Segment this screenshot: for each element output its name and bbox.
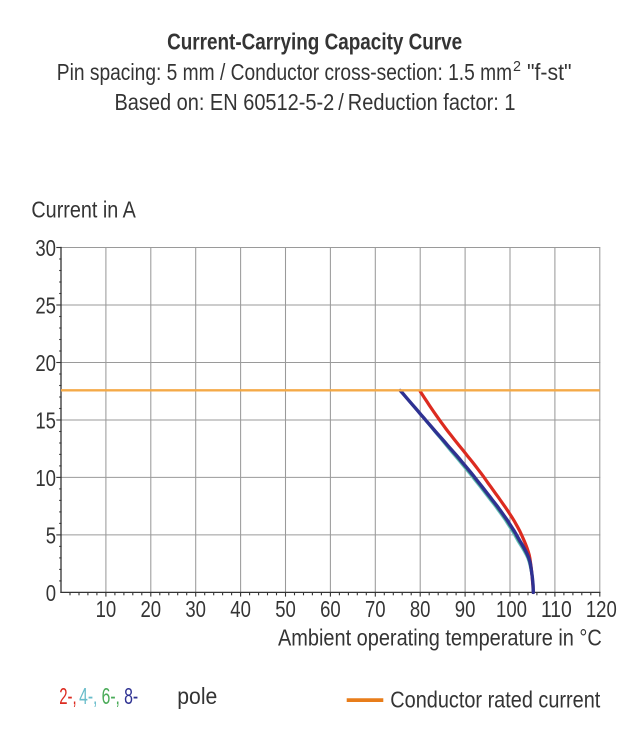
svg-text:100: 100 bbox=[496, 596, 527, 622]
svg-text:40: 40 bbox=[230, 596, 251, 622]
svg-text:4-,: 4-, bbox=[79, 683, 97, 709]
svg-text:8-: 8- bbox=[124, 683, 138, 709]
svg-text:70: 70 bbox=[365, 596, 386, 622]
svg-text:Pin spacing: 5 mm / Conductor: Pin spacing: 5 mm / Conductor cross-sect… bbox=[57, 59, 512, 85]
svg-text:2-,: 2-, bbox=[59, 683, 76, 709]
svg-text:120: 120 bbox=[586, 596, 617, 622]
svg-text:pole: pole bbox=[177, 683, 217, 709]
svg-text:60: 60 bbox=[320, 596, 341, 622]
svg-text:30: 30 bbox=[185, 596, 206, 622]
svg-text:Ambient operating temperature: Ambient operating temperature in °C bbox=[278, 625, 602, 651]
svg-text:25: 25 bbox=[35, 293, 56, 319]
svg-text:6-,: 6-, bbox=[102, 683, 120, 709]
svg-text:15: 15 bbox=[35, 408, 56, 434]
svg-text:"f-st": "f-st" bbox=[527, 59, 572, 85]
svg-text:80: 80 bbox=[410, 596, 431, 622]
svg-text:0: 0 bbox=[46, 580, 56, 606]
svg-text:90: 90 bbox=[455, 596, 476, 622]
svg-text:Current-Carrying Capacity Curv: Current-Carrying Capacity Curve bbox=[167, 28, 462, 54]
svg-text:20: 20 bbox=[141, 596, 162, 622]
svg-text:5: 5 bbox=[46, 523, 56, 549]
svg-text:Current in A: Current in A bbox=[31, 196, 136, 222]
svg-text:Based on: EN 60512-5-2 / Reduc: Based on: EN 60512-5-2 / Reduction facto… bbox=[114, 89, 515, 115]
svg-text:50: 50 bbox=[275, 596, 296, 622]
svg-text:10: 10 bbox=[35, 465, 56, 491]
svg-text:2: 2 bbox=[513, 59, 521, 75]
svg-text:30: 30 bbox=[35, 235, 56, 261]
svg-text:20: 20 bbox=[35, 350, 56, 376]
svg-text:110: 110 bbox=[541, 596, 572, 622]
svg-text:Conductor rated current: Conductor rated current bbox=[390, 686, 600, 712]
svg-text:10: 10 bbox=[96, 596, 117, 622]
